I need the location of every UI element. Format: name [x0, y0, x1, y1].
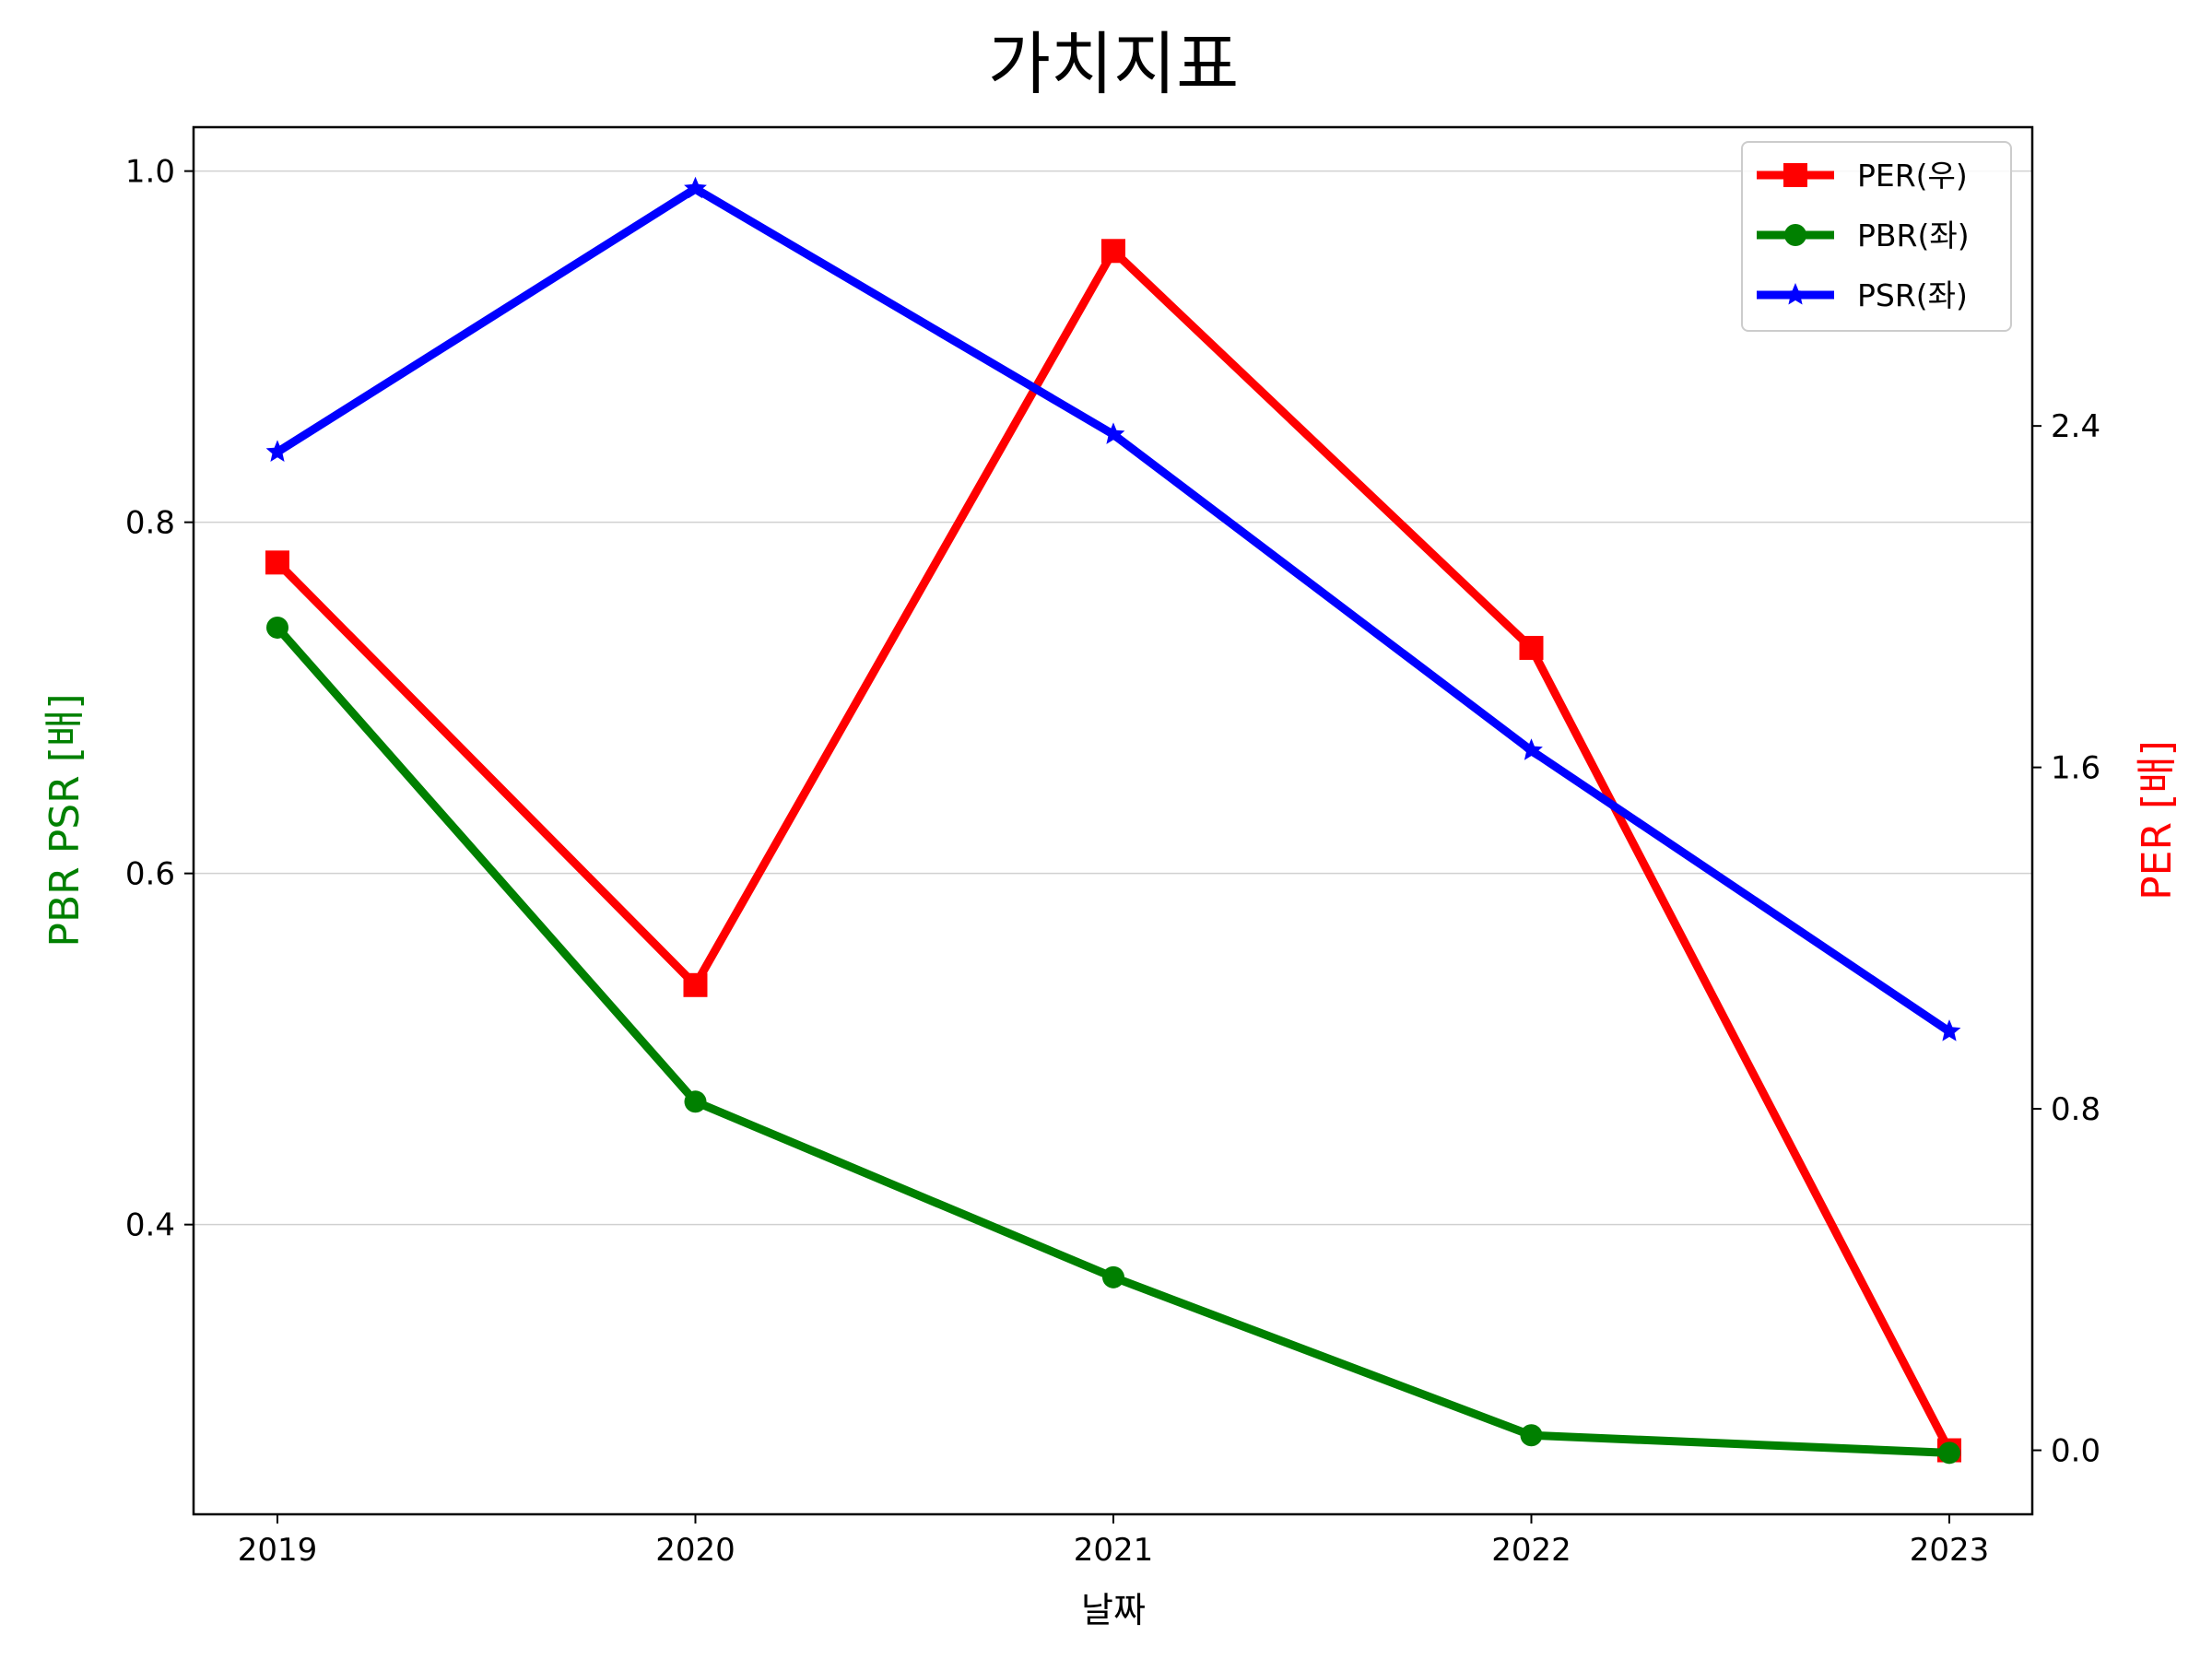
axes: 0.4 0.6 0.8 1.0 0.0 0.8 1.6 2.4 2019 2020 2021 2022… — [125, 154, 2100, 1569]
legend-item: PSR(좌) — [1757, 277, 1968, 313]
left-axis-tick-label: 0.8 — [125, 505, 175, 542]
series-PBR(좌) — [266, 616, 1960, 1465]
x-axis-tick-label: 2022 — [1491, 1532, 1571, 1569]
data-point — [1519, 635, 1544, 660]
data-point — [266, 616, 288, 639]
series-lines — [265, 176, 1961, 1465]
chart-title: 가치지표 — [988, 25, 1239, 104]
legend-box — [1741, 141, 2012, 332]
left-axis-tick-label: 0.4 — [125, 1207, 175, 1244]
legend-item: PBR(좌) — [1757, 218, 1970, 253]
right-axis-tick-label: 1.6 — [2051, 750, 2100, 787]
grid-lines — [194, 170, 2032, 1226]
legend: PER(우) PBR(좌) PSR(좌) — [1741, 141, 2012, 332]
data-point — [1101, 239, 1125, 264]
left-axis-tick-label: 0.6 — [125, 856, 175, 893]
left-axis-title: PBR PSR [배] — [41, 693, 88, 947]
data-point — [683, 972, 708, 997]
left-axis-tick-label: 1.0 — [125, 154, 175, 191]
legend-label: PBR(좌) — [1857, 218, 1970, 253]
data-point — [1520, 738, 1543, 760]
legend-label: PER(우) — [1857, 158, 1968, 194]
right-axis-tick-label: 0.8 — [2051, 1091, 2100, 1128]
legend-marker — [1783, 283, 1807, 305]
data-point — [265, 440, 289, 462]
x-axis-title: 날짜 — [1081, 1590, 1146, 1630]
right-axis-tick-label: 2.4 — [2051, 408, 2100, 445]
x-axis-tick-label: 2021 — [1074, 1532, 1154, 1569]
legend-items: PER(우) PBR(좌) PSR(좌) — [1757, 158, 1970, 313]
right-axis-tick-label: 0.0 — [2051, 1433, 2100, 1470]
legend-item: PER(우) — [1757, 158, 1968, 194]
data-point — [1101, 422, 1125, 444]
legend-label: PSR(좌) — [1857, 277, 1968, 313]
x-axis-tick-label: 2023 — [1910, 1532, 1990, 1569]
data-point — [265, 550, 289, 575]
data-point — [1520, 1424, 1543, 1447]
right-axis-title: PER [배] — [2134, 740, 2181, 900]
series-PSR(좌) — [265, 176, 1961, 1041]
legend-marker — [1784, 224, 1806, 246]
legend-marker — [1783, 163, 1807, 187]
x-axis-tick-label: 2020 — [655, 1532, 735, 1569]
data-point — [684, 1090, 707, 1113]
x-axis-tick-label: 2019 — [238, 1532, 318, 1569]
data-point — [684, 176, 707, 199]
data-point — [1102, 1265, 1124, 1288]
data-point — [1938, 1441, 1960, 1465]
data-point — [1937, 1019, 1961, 1041]
